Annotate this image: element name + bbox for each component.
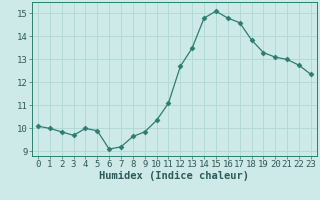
X-axis label: Humidex (Indice chaleur): Humidex (Indice chaleur) <box>100 171 249 181</box>
